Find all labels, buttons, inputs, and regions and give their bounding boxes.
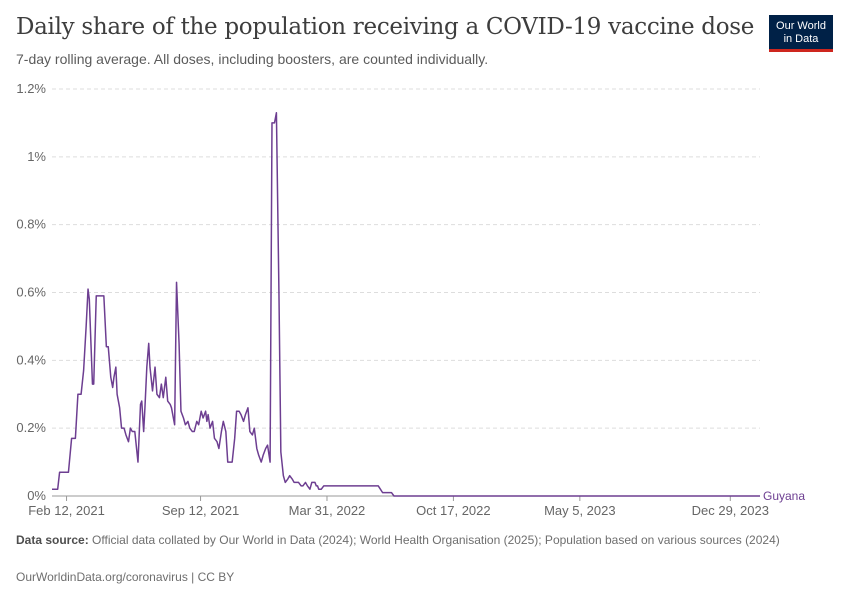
x-tick-label: Sep 12, 2021	[162, 503, 239, 518]
y-tick-label: 0.2%	[16, 420, 46, 435]
chart-title: Daily share of the population receiving …	[16, 14, 755, 40]
y-tick-label: 0.8%	[16, 217, 46, 232]
x-tick-label: Mar 31, 2022	[289, 503, 366, 518]
data-source-label: Data source:	[16, 533, 89, 547]
grid-lines	[52, 88, 760, 429]
x-tick-label: Oct 17, 2022	[416, 503, 490, 518]
series-line-guyana[interactable]	[52, 111, 760, 497]
x-tick-label: May 5, 2023	[544, 503, 616, 518]
line-chart: 0% 0.2% 0.4% 0.6% 0.8% 1% 1.2% Feb 12, 2021 Sep …	[16, 81, 805, 518]
license-line[interactable]: OurWorldinData.org/coronavirus | CC BY	[16, 570, 235, 584]
logo-line-1: Our World	[776, 20, 826, 32]
x-tick-label: Dec 29, 2023	[692, 503, 769, 518]
logo-line-2: in Data	[783, 33, 819, 45]
chart-subtitle: 7-day rolling average. All doses, includ…	[16, 51, 489, 67]
owid-logo[interactable]: Our World in Data	[769, 15, 833, 52]
y-tick-label: 0.6%	[16, 285, 46, 300]
data-source-text: Official data collated by Our World in D…	[92, 533, 780, 547]
axes: 0% 0.2% 0.4% 0.6% 0.8% 1% 1.2% Feb 12, 2021 Sep …	[16, 81, 769, 518]
x-tick-label: Feb 12, 2021	[28, 503, 105, 518]
y-tick-label: 1%	[27, 149, 46, 164]
y-tick-label: 0.4%	[16, 352, 46, 367]
y-tick-label: 0%	[27, 488, 46, 503]
series-label[interactable]: Guyana	[763, 489, 805, 503]
y-tick-label: 1.2%	[16, 81, 46, 96]
data-source: Data source: Official data collated by O…	[16, 533, 796, 548]
series-layer[interactable]: Guyana	[52, 111, 805, 503]
